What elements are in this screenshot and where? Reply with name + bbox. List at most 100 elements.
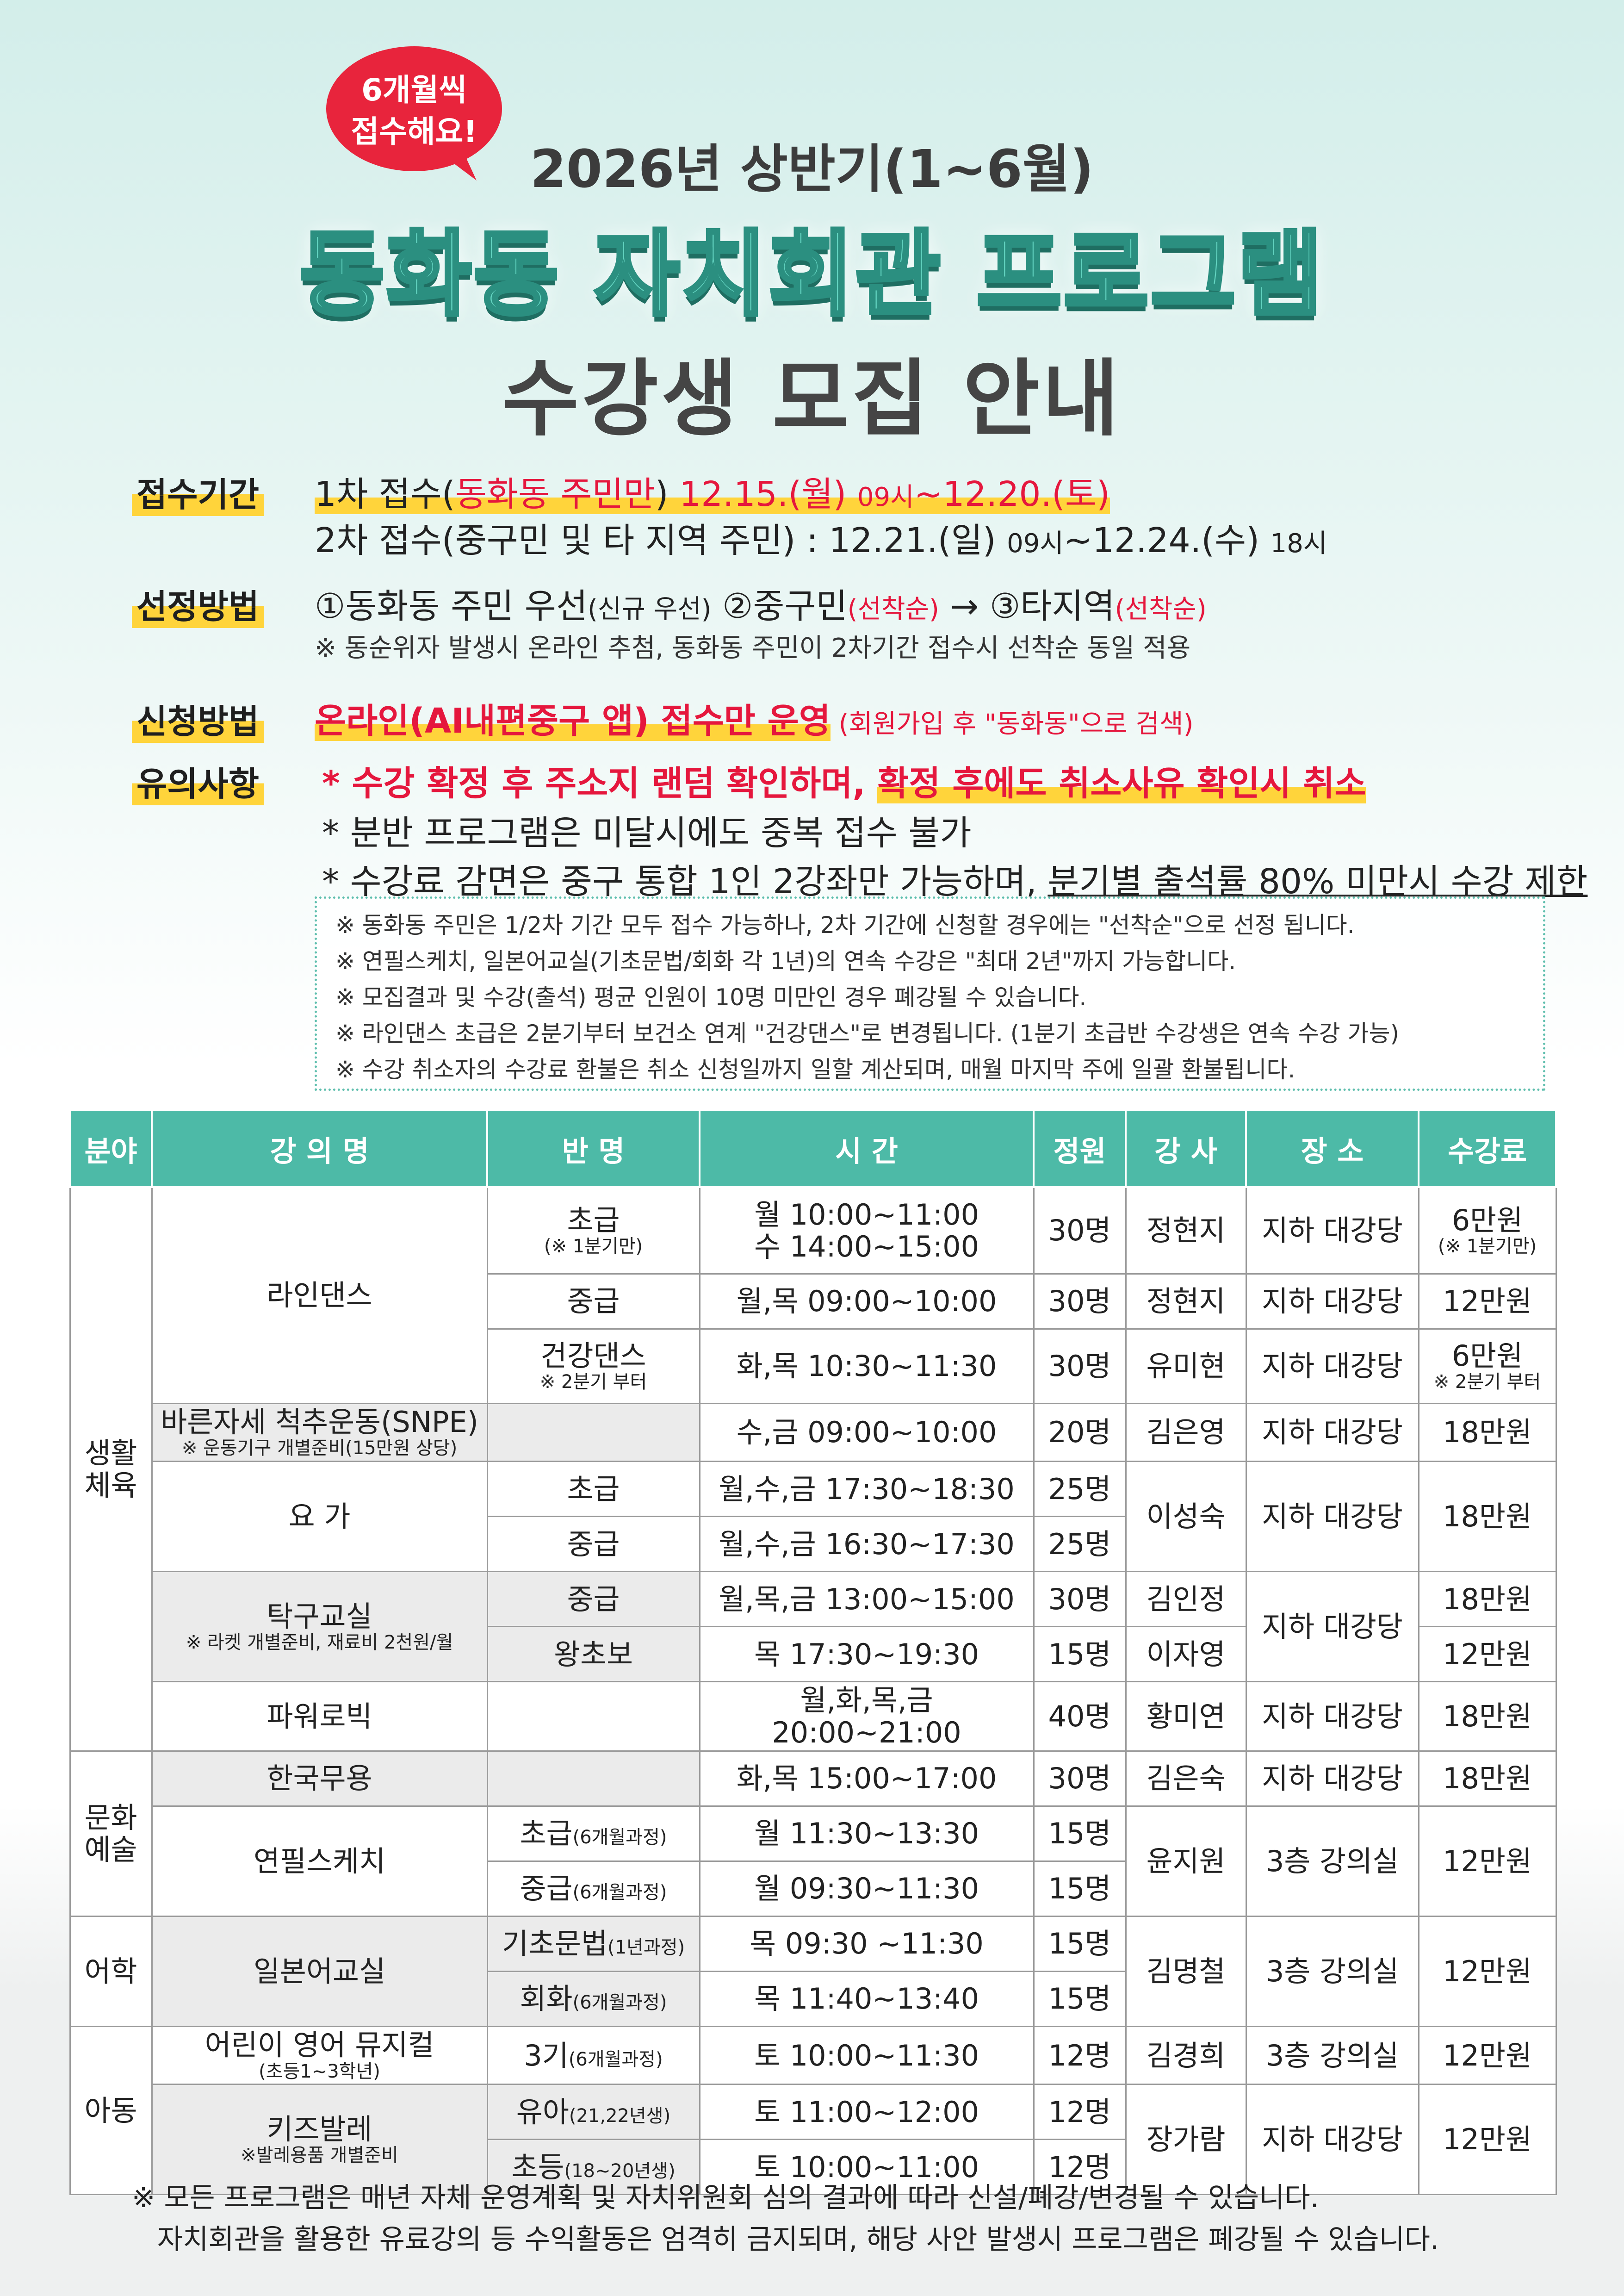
teacher-text: 김경희 [1146, 2038, 1226, 2072]
capacity-text: 40명 [1048, 1699, 1111, 1733]
capacity-cell: 15명 [1033, 1916, 1127, 1972]
cell-note: ※발레용품 개별준비 [241, 2145, 398, 2166]
teacher-cell: 이성숙 [1125, 1461, 1247, 1573]
class-text: 유아 [516, 2095, 569, 2129]
course-cell: 연필스케치 [151, 1805, 488, 1917]
table-row: 키즈발레 ※발레용품 개별준비 유아(21,22년생) 토 11:00~12:00 12… [70, 2084, 1557, 2196]
capacity-cell: 25명 [1033, 1516, 1127, 1573]
course-text: 파워로빅 [267, 1699, 372, 1733]
time-line: 월 10:00~11:00 [754, 1197, 979, 1232]
fee-text: 12만원 [1443, 2038, 1532, 2072]
teacher-cell: 황미연 [1125, 1681, 1247, 1752]
info-label: 선정방법 [132, 579, 264, 628]
text: (선착순) [1115, 594, 1207, 624]
class-text: 중급 [567, 1582, 620, 1616]
cell-note: (※ 1분기만) [544, 1236, 643, 1257]
teacher-cell: 윤지원 [1125, 1805, 1247, 1917]
time-cell: 월 11:30~13:30 [699, 1805, 1035, 1862]
fee-text: 18만원 [1443, 1699, 1532, 1733]
teacher-text: 정현지 [1146, 1213, 1226, 1248]
note-line: ※ 동화동 주민은 1/2차 기간 모두 접수 가능하나, 2차 기간에 신청할… [335, 912, 1355, 939]
table-row: 연필스케치 초급(6개월과정) 월 11:30~13:30 15명 윤지원 3층 강의실 1… [70, 1805, 1557, 1917]
badge-text: 6개월씩 접수해요! [324, 69, 504, 153]
time-line: 화,목 10:30~11:30 [736, 1349, 997, 1383]
time-cell: 목 11:40~13:40 [699, 1971, 1035, 2028]
course-cell: 한국무용 [151, 1750, 488, 1807]
text: ②중구민 [711, 586, 848, 626]
cell-note: (21,22년생) [569, 2105, 671, 2127]
fee-cell: 18만원 [1418, 1681, 1557, 1752]
teacher-text: 장가람 [1146, 2122, 1226, 2157]
capacity-cell: 15명 [1033, 1971, 1127, 2028]
time-line: 토 10:00~11:00 [754, 2150, 979, 2184]
text: * 수강료 감면은 중구 통합 1인 2강좌만 가능하며, [322, 862, 1048, 902]
header-cell: 시 간 [699, 1109, 1035, 1188]
place-text: 지하 대강당 [1262, 1500, 1403, 1534]
course-text: 바른자세 척추운동(SNPE) [161, 1405, 478, 1439]
place-cell: 지하 대강당 [1245, 1461, 1419, 1573]
note-line: ※ 연필스케치, 일본어교실(기초문법/회화 각 1년)의 연속 수강은 "최대… [335, 948, 1236, 975]
text: 1차 접수( [315, 474, 455, 514]
text: 온라인(AI내편중구 앱) 접수만 운영 [315, 701, 831, 741]
capacity-text: 30명 [1048, 1582, 1111, 1616]
time-line: 월,목,금 13:00~15:00 [719, 1582, 1015, 1616]
place-cell: 지하 대강당 [1245, 1750, 1419, 1807]
table-row: 건강댄스 ※ 2분기 부터 화,목 10:30~11:30 30명 유미현 지하 대강당 6… [70, 1328, 1557, 1404]
capacity-cell: 30명 [1033, 1186, 1127, 1275]
capacity-text: 12명 [1048, 2150, 1111, 2184]
text: (선착순) [847, 594, 939, 624]
capacity-text: 25명 [1048, 1472, 1111, 1506]
course-cell: 탁구교실 ※ 라켓 개별준비, 재료비 2천원/월 [151, 1571, 488, 1683]
time-cell: 수,금 09:00~10:00 [699, 1402, 1035, 1462]
capacity-text: 15명 [1048, 1637, 1111, 1671]
fee-cell: 12만원 [1418, 1626, 1557, 1683]
table-row: 바른자세 척추운동(SNPE) ※ 운동기구 개별준비(15만원 상당) 수,금 0… [70, 1402, 1557, 1462]
place-text: 지하 대강당 [1262, 1610, 1403, 1644]
text: * 수강 확정 후 주소지 랜덤 확인하며, [322, 764, 878, 803]
text: ~12.20.(토) [914, 474, 1110, 514]
course-cell: 요 가 [151, 1461, 488, 1573]
capacity-cell: 20명 [1033, 1402, 1127, 1462]
place-text: 3층 강의실 [1265, 1954, 1399, 1988]
text: (회원가입 후 "동화동"으로 검색) [830, 709, 1194, 739]
capacity-text: 30명 [1048, 1349, 1111, 1383]
time-line: 목 11:40~13:40 [754, 1982, 979, 2016]
text: 09시 [1007, 529, 1064, 559]
fee-text: 12만원 [1443, 2122, 1532, 2157]
capacity-text: 30명 [1048, 1213, 1111, 1248]
note-line: ※ 수강 취소자의 수강료 환불은 취소 신청일까지 일할 계산되며, 매월 마… [335, 1056, 1295, 1083]
cell-note: (6개월과정) [568, 2048, 663, 2070]
subtitle: 수강생 모집 안내 [502, 351, 1122, 448]
class-text: 중급 [520, 1872, 573, 1906]
table-row: 초등(18~20년생) 토 10:00~11:00 12명 [70, 2139, 1556, 2196]
fee-cell: 18만원 [1418, 1571, 1557, 1628]
capacity-cell: 15명 [1033, 1805, 1127, 1862]
teacher-text: 이자영 [1146, 1637, 1226, 1671]
info-label: 신청방법 [132, 694, 264, 743]
table-row: 중급 월,수,금 16:30~17:30 25명 [70, 1516, 1556, 1573]
place-cell: 지하 대강당 [1245, 1186, 1419, 1275]
category-cell: 아동 [69, 2026, 153, 2196]
cell-note: (6개월과정) [572, 1992, 667, 2014]
fee-cell: 12만원 [1418, 1273, 1557, 1330]
place-text: 지하 대강당 [1262, 1349, 1403, 1383]
time-cell: 토 10:00~11:30 [699, 2026, 1035, 2085]
fee-text: 12만원 [1443, 1954, 1532, 1988]
category-text: 생활체육 [84, 1436, 137, 1502]
time-cell: 목 17:30~19:30 [699, 1626, 1035, 1683]
capacity-cell: 30명 [1033, 1273, 1127, 1330]
capacity-text: 12명 [1048, 2038, 1111, 2072]
cell-note: ※ 운동기구 개별준비(15만원 상당) [181, 1437, 458, 1459]
capacity-cell: 40명 [1033, 1681, 1127, 1752]
time-cell: 토 11:00~12:00 [699, 2084, 1035, 2140]
class-cell: 왕초보 [486, 1626, 700, 1683]
teacher-cell: 김경희 [1125, 2026, 1247, 2085]
badge-line: 접수해요! [351, 114, 477, 149]
time-line: 수,금 09:00~10:00 [736, 1415, 997, 1450]
time-cell: 화,목 10:30~11:30 [699, 1328, 1035, 1404]
info-line: * 수강 확정 후 주소지 랜덤 확인하며, 확정 후에도 취소사유 확인시 취… [322, 756, 1366, 805]
category-cell: 어학 [69, 1916, 153, 2028]
note-line: ※ 라인댄스 초급은 2분기부터 보건소 연계 "건강댄스"로 변경됩니다. (… [335, 1020, 1400, 1047]
